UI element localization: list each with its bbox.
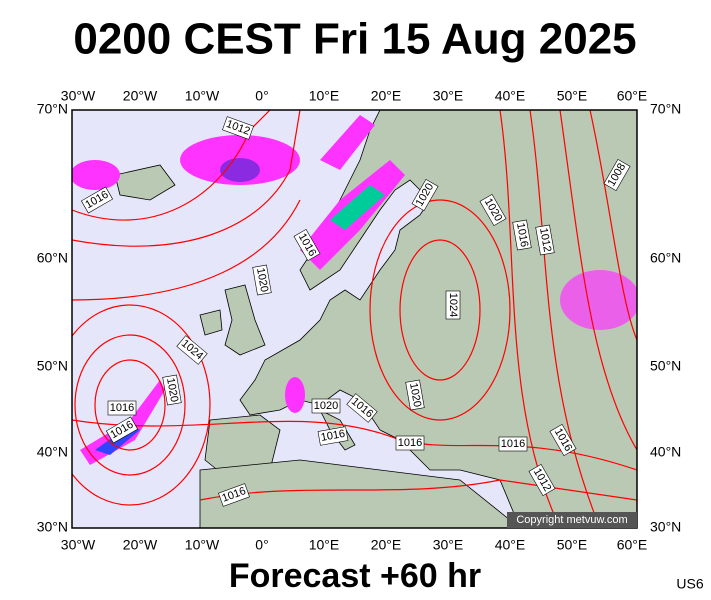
lat-label-left: 30°N: [37, 519, 68, 535]
lon-label-bottom: 40°E: [495, 537, 526, 553]
map-frame: [71, 109, 638, 529]
lon-label-top: 20°E: [371, 88, 402, 104]
isobar-label-box: [162, 374, 182, 406]
isobar-label-text: 1020: [407, 382, 423, 408]
isobar-label: 1020: [405, 379, 425, 411]
isobar-label: 1016: [218, 483, 250, 507]
isobar-label-box: [222, 116, 254, 140]
lon-label-top: 0°: [255, 88, 268, 104]
lon-label-top: 60°E: [617, 88, 648, 104]
lon-label-top: 10°W: [185, 88, 220, 104]
lon-label-top: 50°E: [557, 88, 588, 104]
isobar-label-box: [107, 400, 137, 416]
isobar-label-box: [176, 335, 208, 365]
axis-labels: 30°W 30°W 20°W 20°W 10°W 10°W 0° 0° 10°E 10°E 20°E…: [37, 88, 682, 553]
isobar-label-box: [293, 228, 321, 262]
lat-label-right: 50°N: [650, 358, 681, 374]
lon-label-bottom: 20°E: [371, 537, 402, 553]
lat-label-right: 70°N: [650, 101, 681, 117]
isobar-label-box: [80, 186, 114, 214]
title: 0200 CEST Fri 15 Aug 2025: [73, 15, 636, 64]
isobar-label-text: 1020: [314, 400, 338, 412]
isobar-label-box: [603, 158, 631, 192]
isobar-label-box: [411, 178, 439, 212]
isobar-label-box: [512, 219, 532, 251]
lat-label-left: 60°N: [37, 250, 68, 266]
lon-label-bottom: 10°W: [185, 537, 220, 553]
isobar-label: 1020: [252, 264, 272, 296]
lat-label-left: 40°N: [37, 444, 68, 460]
lat-label-left: 50°N: [37, 358, 68, 374]
isobar-label-text: 1020: [254, 267, 270, 293]
isobar-label-box: [311, 398, 341, 414]
isobar-label-box: [105, 416, 139, 444]
isobar-label: 1024: [445, 290, 461, 320]
footer: Forecast +60 hr: [229, 557, 481, 595]
isobar-label: 1016: [107, 400, 137, 416]
isobar-label-box: [317, 426, 349, 446]
isobar-label: 1016: [317, 426, 349, 446]
isobar-label-box: [535, 224, 555, 256]
isobar-label: 1016: [395, 435, 425, 451]
isobar-label-box: [405, 379, 425, 411]
lon-label-bottom: 30°W: [61, 537, 96, 553]
isobar-label-text: 1016: [514, 222, 530, 248]
isobar-label-text: 1016: [110, 402, 134, 414]
isobar-label-box: [479, 193, 507, 227]
isobar-label-box: [549, 423, 577, 457]
isobar-label-box: [528, 463, 556, 497]
lon-label-bottom: 60°E: [617, 537, 648, 553]
lon-label-bottom: 10°E: [309, 537, 340, 553]
lon-label-top: 30°E: [433, 88, 464, 104]
precipitation: [72, 115, 637, 465]
copyright: Copyright metvuw.com: [516, 514, 627, 526]
isobar-label-box: [346, 393, 378, 423]
isobar-label-box: [395, 435, 425, 451]
isobar-label-box: [218, 483, 250, 507]
lon-label-top: 20°W: [123, 88, 158, 104]
lon-label-top: 40°E: [495, 88, 526, 104]
isobar-label-text: 1016: [398, 437, 422, 449]
isobar-label: 1020: [311, 398, 341, 414]
isobar-label: 1012: [535, 224, 555, 256]
lat-label-right: 60°N: [650, 250, 681, 266]
lon-label-bottom: 50°E: [557, 537, 588, 553]
isobar-label: 1016: [512, 219, 532, 251]
copyright-box: [507, 512, 637, 528]
isobar-label-text: 1012: [537, 227, 553, 253]
lon-label-top: 30°W: [61, 88, 96, 104]
lon-label-top: 10°E: [309, 88, 340, 104]
isobar-label-text: 1016: [501, 438, 525, 450]
isobar-label-text: 1024: [447, 293, 459, 317]
code: US6: [676, 576, 703, 592]
lon-label-bottom: 20°W: [123, 537, 158, 553]
isobar-label-box: [498, 436, 528, 452]
isobar-label-box: [252, 264, 272, 296]
isobar-label-text: 1020: [164, 377, 180, 403]
lat-label-right: 40°N: [650, 444, 681, 460]
lat-label-right: 30°N: [650, 519, 681, 535]
lon-label-bottom: 30°E: [433, 537, 464, 553]
isobar-label: 1016: [498, 436, 528, 452]
isobar-label-box: [445, 290, 461, 320]
isobar-label-text: 1016: [320, 428, 346, 444]
lat-label-left: 70°N: [37, 101, 68, 117]
lon-label-bottom: 0°: [255, 537, 268, 553]
isobar-label: 1020: [162, 374, 182, 406]
isobar-label: 1012: [222, 116, 254, 140]
